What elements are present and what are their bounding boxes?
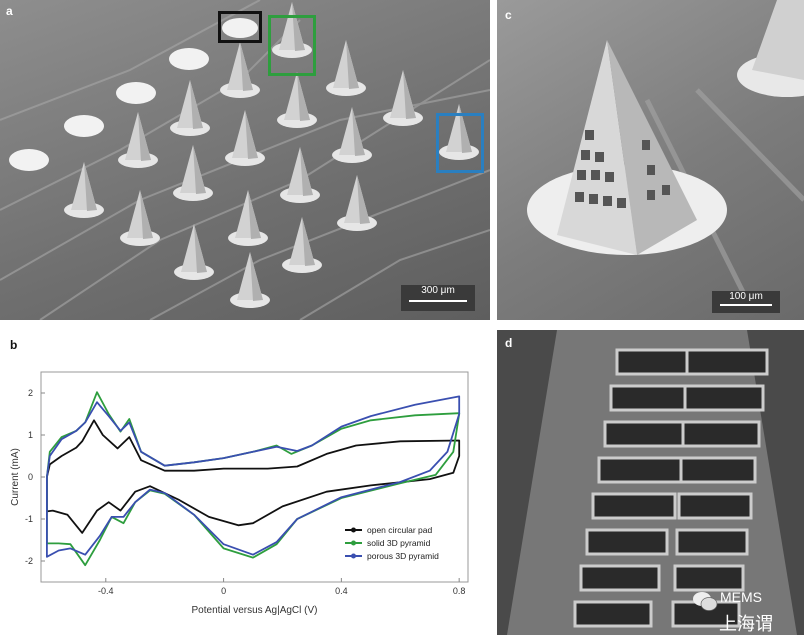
panel-label: b bbox=[10, 338, 18, 352]
panel-a-sem-image: a 300 μm bbox=[0, 0, 490, 320]
cv-chart: -0.4 0 0.4 0.8 2 1 0 -1 -2 Potential versus Ag|Ag… bbox=[10, 371, 469, 616]
series-line-0 bbox=[46, 419, 461, 534]
legend-label: solid 3D pyramid bbox=[367, 538, 431, 548]
y-axis-label: Current (mA) bbox=[10, 448, 21, 506]
panel-c-sem-image: c 100 μm bbox=[497, 0, 804, 320]
series-line-2 bbox=[46, 395, 461, 558]
scale-bar-line bbox=[409, 300, 467, 302]
panel-label: d bbox=[505, 336, 513, 350]
x-tick-label: -0.4 bbox=[98, 586, 114, 596]
scale-bar-line bbox=[720, 304, 772, 306]
highlight-box-green bbox=[268, 15, 316, 76]
legend-label: open circular pad bbox=[367, 525, 432, 535]
scale-bar-label: 300 μm bbox=[421, 285, 455, 296]
watermark-line2: 上海谓 bbox=[719, 614, 773, 634]
legend-label: porous 3D pyramid bbox=[367, 551, 439, 561]
scale-bar: 100 μm bbox=[712, 291, 780, 313]
pyramid-interior-image bbox=[497, 330, 804, 635]
legend-marker bbox=[351, 527, 356, 533]
porous-pyramid-closeup bbox=[527, 0, 804, 302]
watermark-line1: MEMS bbox=[720, 589, 762, 605]
x-axis-label: Potential versus Ag|AgCl (V) bbox=[192, 605, 318, 616]
legend-marker bbox=[351, 553, 356, 559]
panel-d-sem-image: d MEMS 上海谓 bbox=[497, 330, 804, 635]
y-tick-label: -2 bbox=[25, 556, 33, 566]
x-tick-label: 0.4 bbox=[335, 586, 348, 596]
y-tick-label: 2 bbox=[28, 388, 33, 398]
y-tick-label: -1 bbox=[25, 514, 33, 524]
pyramid-array-image bbox=[0, 0, 490, 320]
legend-marker bbox=[351, 540, 356, 546]
highlight-box-black bbox=[218, 11, 262, 43]
wechat-icon bbox=[693, 592, 718, 611]
x-tick-label: 0.8 bbox=[453, 586, 466, 596]
panel-label: c bbox=[505, 8, 512, 22]
x-tick-label: 0 bbox=[221, 586, 226, 596]
y-tick-label: 1 bbox=[28, 430, 33, 440]
highlight-box-blue bbox=[436, 113, 484, 173]
scale-bar: 300 μm bbox=[401, 285, 475, 311]
panel-label: a bbox=[6, 4, 13, 18]
scale-bar-label: 100 μm bbox=[729, 291, 763, 302]
y-tick-label: 0 bbox=[28, 472, 33, 482]
